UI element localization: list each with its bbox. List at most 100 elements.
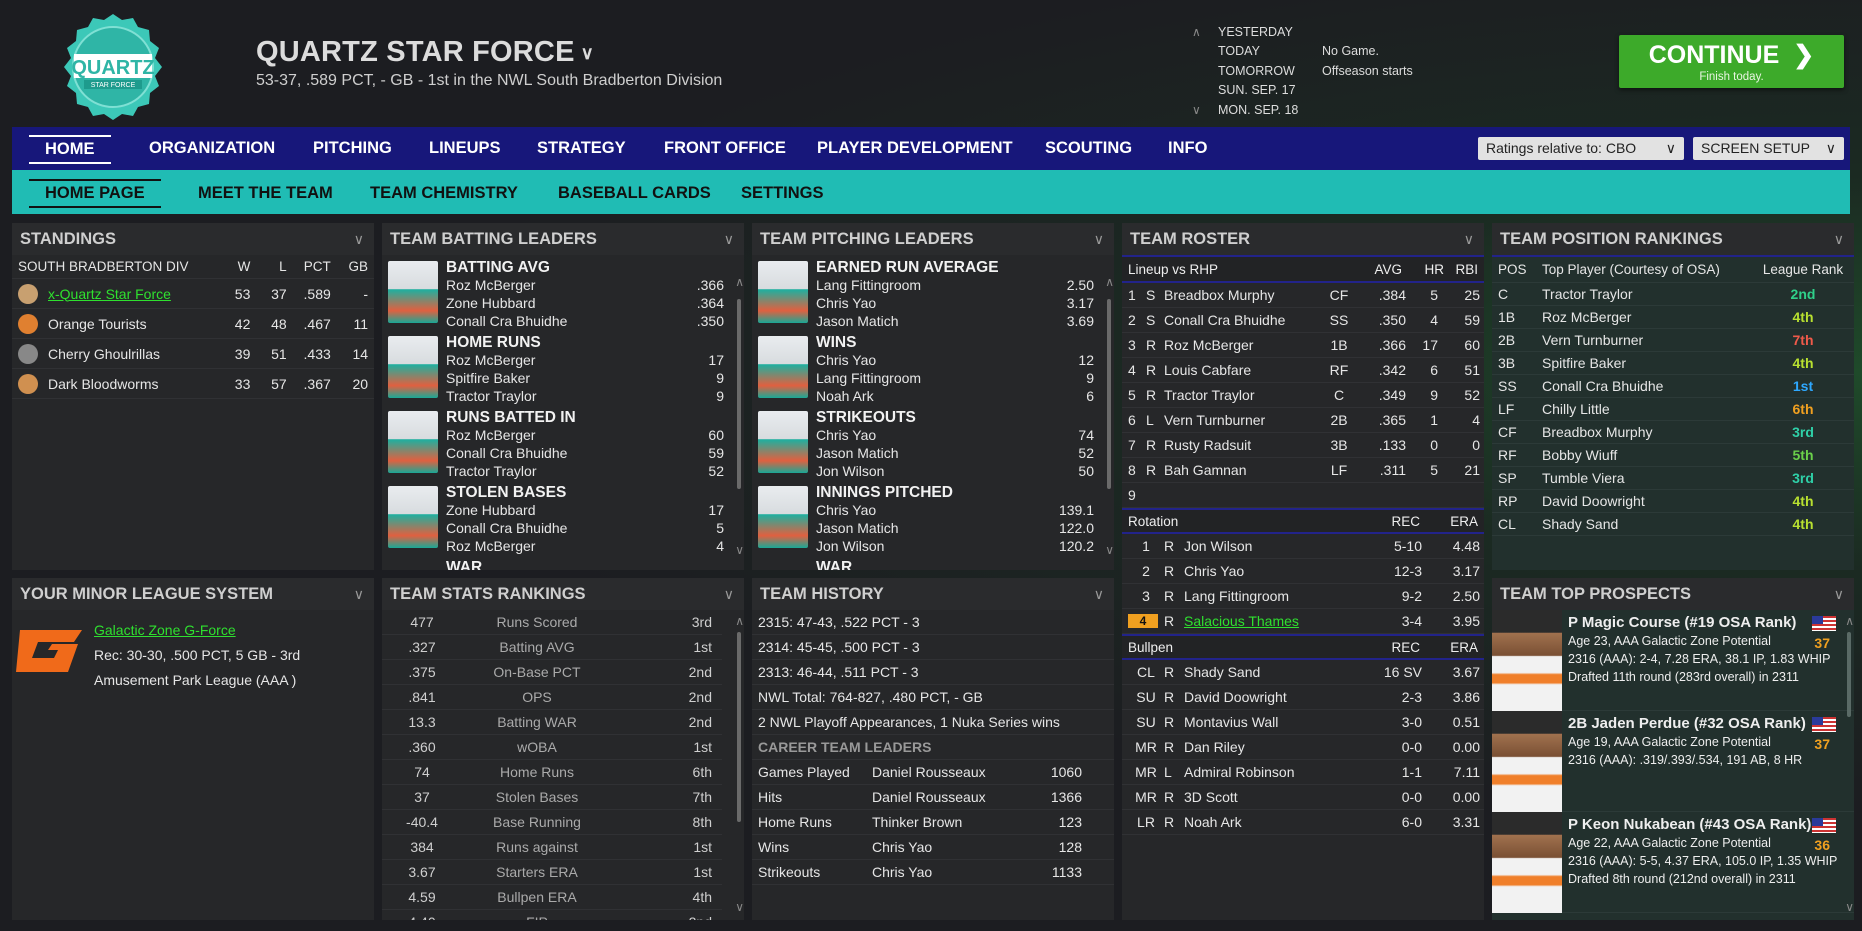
- leader-row[interactable]: Chris Yao 12: [816, 352, 1094, 370]
- date-row[interactable]: ∨ MON. SEP. 18: [1192, 100, 1413, 120]
- lineup-row[interactable]: 1 S Breadbox Murphy CF .384 5 25: [1122, 283, 1484, 308]
- leader-row[interactable]: Spitfire Baker 9: [446, 370, 724, 388]
- prospect-name[interactable]: P Keon Nukabean (#43 OSA Rank): [1568, 816, 1812, 833]
- lineup-row[interactable]: 4 R Louis Cabfare RF .342 6 51: [1122, 358, 1484, 383]
- ratings-relative-dropdown[interactable]: Ratings relative to: CBO ∨: [1478, 137, 1684, 160]
- leader-row[interactable]: Conall Cra Bhuidhe 5: [446, 520, 724, 538]
- stat-rank-row[interactable]: -40.4 Base Running 8th: [382, 810, 722, 835]
- position-row[interactable]: C Tractor Traylor 2nd: [1492, 283, 1854, 306]
- chevron-up-icon[interactable]: ∧: [1192, 24, 1201, 39]
- lineup-row[interactable]: 2 S Conall Cra Bhuidhe SS .350 4 59: [1122, 308, 1484, 333]
- nav-strategy[interactable]: STRATEGY: [537, 139, 626, 157]
- nav-home[interactable]: HOME: [29, 135, 111, 164]
- stat-rank-row[interactable]: .841 OPS 2nd: [382, 685, 722, 710]
- prospect-name[interactable]: P Magic Course (#19 OSA Rank): [1568, 614, 1797, 631]
- bullpen-row[interactable]: LR R Noah Ark 6-0 3.31: [1122, 810, 1484, 835]
- prospect-card[interactable]: P Magic Course (#19 OSA Rank) 37 Age 23, A…: [1492, 610, 1854, 711]
- chevron-up-icon[interactable]: ∧: [1845, 614, 1854, 628]
- stat-rank-row[interactable]: 13.3 Batting WAR 2nd: [382, 710, 722, 735]
- leader-row[interactable]: Roz McBerger .366: [446, 277, 724, 295]
- leader-row[interactable]: Conall Cra Bhuidhe .350: [446, 313, 724, 331]
- leader-row[interactable]: Chris Yao 74: [816, 427, 1094, 445]
- position-row[interactable]: 1B Roz McBerger 4th: [1492, 306, 1854, 329]
- chevron-down-icon[interactable]: ∨: [353, 585, 364, 602]
- rotation-row[interactable]: 4 R Salacious Thames 3-4 3.95: [1122, 609, 1484, 634]
- rotation-row[interactable]: 1 R Jon Wilson 5-10 4.48: [1122, 534, 1484, 559]
- season-row[interactable]: 2314: 45-45, .500 PCT - 3: [752, 635, 1114, 660]
- lineup-row[interactable]: 3 R Roz McBerger 1B .366 17 60: [1122, 333, 1484, 358]
- chevron-down-icon[interactable]: ∨: [1192, 102, 1201, 117]
- position-row[interactable]: 2B Vern Turnburner 7th: [1492, 329, 1854, 352]
- leader-row[interactable]: Jason Matich 3.69: [816, 313, 1094, 331]
- bullpen-row[interactable]: SU R David Doowright 2-3 3.86: [1122, 685, 1484, 710]
- chevron-down-icon[interactable]: ∨: [1845, 900, 1854, 914]
- subnav-team-chemistry[interactable]: TEAM CHEMISTRY: [370, 184, 518, 202]
- leader-row[interactable]: Jason Matich 52: [816, 445, 1094, 463]
- bullpen-row[interactable]: MR R 3D Scott 0-0 0.00: [1122, 785, 1484, 810]
- chevron-down-icon[interactable]: ∨: [735, 900, 744, 914]
- lineup-row[interactable]: 8 R Bah Gamnan LF .311 5 21: [1122, 458, 1484, 483]
- chevron-down-icon[interactable]: ∨: [723, 230, 734, 247]
- lineup-row[interactable]: 7 R Rusty Radsuit 3B .133 0 0: [1122, 433, 1484, 458]
- stat-rank-row[interactable]: 477 Runs Scored 3rd: [382, 610, 722, 635]
- position-row[interactable]: SP Tumble Viera 3rd: [1492, 467, 1854, 490]
- career-leader-row[interactable]: Hits Daniel Rousseaux 1366: [752, 785, 1114, 810]
- stat-rank-row[interactable]: 4.40FIP2nd: [382, 910, 722, 920]
- nav-front-office[interactable]: FRONT OFFICE: [664, 139, 786, 157]
- team-name[interactable]: Cherry Ghoulrillas: [48, 345, 161, 362]
- stat-rank-row[interactable]: .375 On-Base PCT 2nd: [382, 660, 722, 685]
- continue-button[interactable]: CONTINUE ❯ Finish today.: [1619, 35, 1844, 88]
- leader-row[interactable]: Tractor Traylor 9: [446, 388, 724, 406]
- standings-row[interactable]: Cherry Ghoulrillas 39 51 .433 14: [12, 339, 374, 369]
- leader-row[interactable]: Tractor Traylor 52: [446, 463, 724, 481]
- chevron-down-icon[interactable]: ∨: [1833, 230, 1844, 247]
- chevron-up-icon[interactable]: ∧: [735, 275, 744, 289]
- lineup-row[interactable]: 9: [1122, 483, 1484, 508]
- chevron-down-icon[interactable]: ∨: [723, 585, 734, 602]
- bullpen-row[interactable]: MR L Admiral Robinson 1-1 7.11: [1122, 760, 1484, 785]
- bullpen-row[interactable]: CL R Shady Sand 16 SV 3.67: [1122, 660, 1484, 685]
- leader-row[interactable]: Jason Matich 122.0: [816, 520, 1094, 538]
- scrollbar[interactable]: [737, 632, 741, 822]
- chevron-down-icon[interactable]: ∨: [1093, 230, 1104, 247]
- position-row[interactable]: LF Chilly Little 6th: [1492, 398, 1854, 421]
- prospect-name[interactable]: 2B Jaden Perdue (#32 OSA Rank): [1568, 715, 1806, 732]
- team-name[interactable]: Orange Tourists: [48, 315, 147, 332]
- leader-row[interactable]: Roz McBerger 4: [446, 538, 724, 556]
- position-row[interactable]: 3B Spitfire Baker 4th: [1492, 352, 1854, 375]
- chevron-down-icon[interactable]: ∨: [1093, 585, 1104, 602]
- chevron-up-icon[interactable]: ∧: [735, 614, 744, 628]
- date-row[interactable]: TODAY No Game.: [1192, 42, 1413, 62]
- rotation-row[interactable]: 2 R Chris Yao 12-3 3.17: [1122, 559, 1484, 584]
- leader-row[interactable]: Conall Cra Bhuidhe 59: [446, 445, 724, 463]
- position-row[interactable]: CF Breadbox Murphy 3rd: [1492, 421, 1854, 444]
- leader-row[interactable]: Roz McBerger 17: [446, 352, 724, 370]
- stat-rank-row[interactable]: .327 Batting AVG 1st: [382, 635, 722, 660]
- subnav-baseball-cards[interactable]: BASEBALL CARDS: [558, 184, 711, 202]
- leader-row[interactable]: Jon Wilson 120.2: [816, 538, 1094, 556]
- leader-row[interactable]: Noah Ark 6: [816, 388, 1094, 406]
- season-row[interactable]: 2315: 47-43, .522 PCT - 3: [752, 610, 1114, 635]
- nav-organization[interactable]: ORGANIZATION: [149, 139, 276, 157]
- player-name[interactable]: Salacious Thames: [1184, 613, 1299, 629]
- leader-row[interactable]: Zone Hubbard .364: [446, 295, 724, 313]
- standings-row[interactable]: x-Quartz Star Force 53 37 .589 -: [12, 279, 374, 309]
- date-row[interactable]: ∧ YESTERDAY: [1192, 22, 1413, 42]
- prospect-card[interactable]: 2B Jaden Perdue (#32 OSA Rank) 37 Age 19, …: [1492, 711, 1854, 812]
- leader-row[interactable]: Lang Fittingroom 2.50: [816, 277, 1094, 295]
- team-name[interactable]: Dark Bloodworms: [48, 375, 159, 392]
- team-name[interactable]: x-Quartz Star Force: [48, 285, 171, 302]
- position-row[interactable]: RP David Doowright 4th: [1492, 490, 1854, 513]
- career-leader-row[interactable]: Games Played Daniel Rousseaux 1060: [752, 760, 1114, 785]
- season-row[interactable]: 2313: 46-44, .511 PCT - 3: [752, 660, 1114, 685]
- subnav-settings[interactable]: SETTINGS: [741, 184, 824, 202]
- stat-rank-row[interactable]: 37 Stolen Bases 7th: [382, 785, 722, 810]
- stat-rank-row[interactable]: 3.67 Starters ERA 1st: [382, 860, 722, 885]
- subnav-home-page[interactable]: HOME PAGE: [29, 179, 161, 208]
- leader-row[interactable]: Jon Wilson 50: [816, 463, 1094, 481]
- rotation-row[interactable]: 3 R Lang Fittingroom 9-2 2.50: [1122, 584, 1484, 609]
- bullpen-row[interactable]: SU R Montavius Wall 3-0 0.51: [1122, 710, 1484, 735]
- nav-lineups[interactable]: LINEUPS: [429, 139, 501, 157]
- position-row[interactable]: RF Bobby Wiuff 5th: [1492, 444, 1854, 467]
- minor-team-link[interactable]: Galactic Zone G-Force: [94, 622, 236, 638]
